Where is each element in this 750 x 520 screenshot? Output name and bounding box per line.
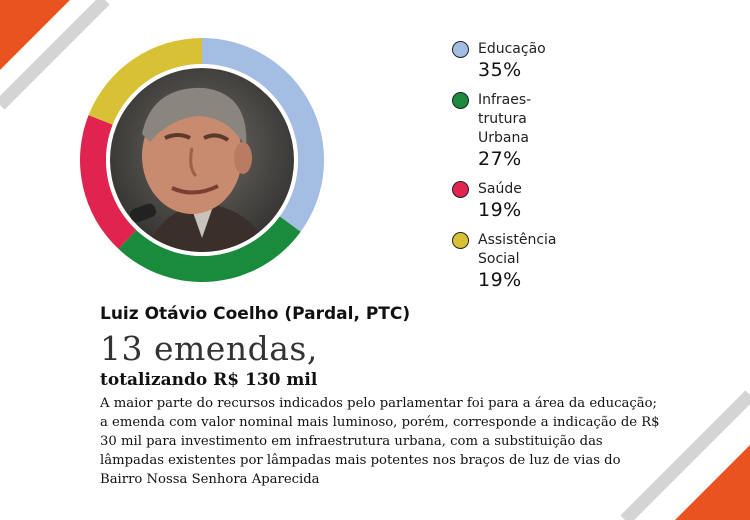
legend-value-infraestrutura: 27% [478,148,522,170]
top-left-corner-decoration [0,0,110,110]
legend-value-assistencia: 19% [478,269,522,291]
politician-name: Luiz Otávio Coelho (Pardal, PTC) [100,304,411,324]
legend-swatch-saude [452,181,469,198]
chart-legend: Educação 35% Infraes- trutura Urbana 27%… [452,40,612,301]
bottom-right-corner-decoration [620,390,750,520]
donut-slice-infraestrutura [118,216,301,282]
legend-item-saude: Saúde 19% [452,180,612,221]
legend-swatch-assistencia [452,232,469,249]
legend-swatch-educacao [452,41,469,58]
donut-slice-educacao [202,38,324,232]
legend-swatch-infraestrutura [452,92,469,109]
donut-slice-saude [80,115,137,249]
portrait-photo [110,68,294,252]
legend-label-educacao: Educação [478,41,546,57]
legend-label-infraestrutura: Infraes- trutura Urbana [478,92,532,146]
total-amount-subhead: totalizando R$ 130 mil [100,370,318,390]
donut-slice-assistencia [88,38,202,125]
donut-chart [80,38,324,282]
legend-label-assistencia: Assistência Social [478,232,557,267]
legend-value-saude: 19% [478,199,522,221]
legend-label-saude: Saúde [478,181,522,197]
legend-value-educacao: 35% [478,59,522,81]
legend-item-infraestrutura: Infraes- trutura Urbana 27% [452,91,612,170]
amendments-headline: 13 emendas, [100,329,318,368]
legend-item-assistencia: Assistência Social 19% [452,231,612,291]
description-paragraph: A maior parte do recursos indicados pelo… [100,396,660,487]
legend-item-educacao: Educação 35% [452,40,612,81]
profile-text-block: Luiz Otávio Coelho (Pardal, PTC) 13 emen… [100,304,660,489]
